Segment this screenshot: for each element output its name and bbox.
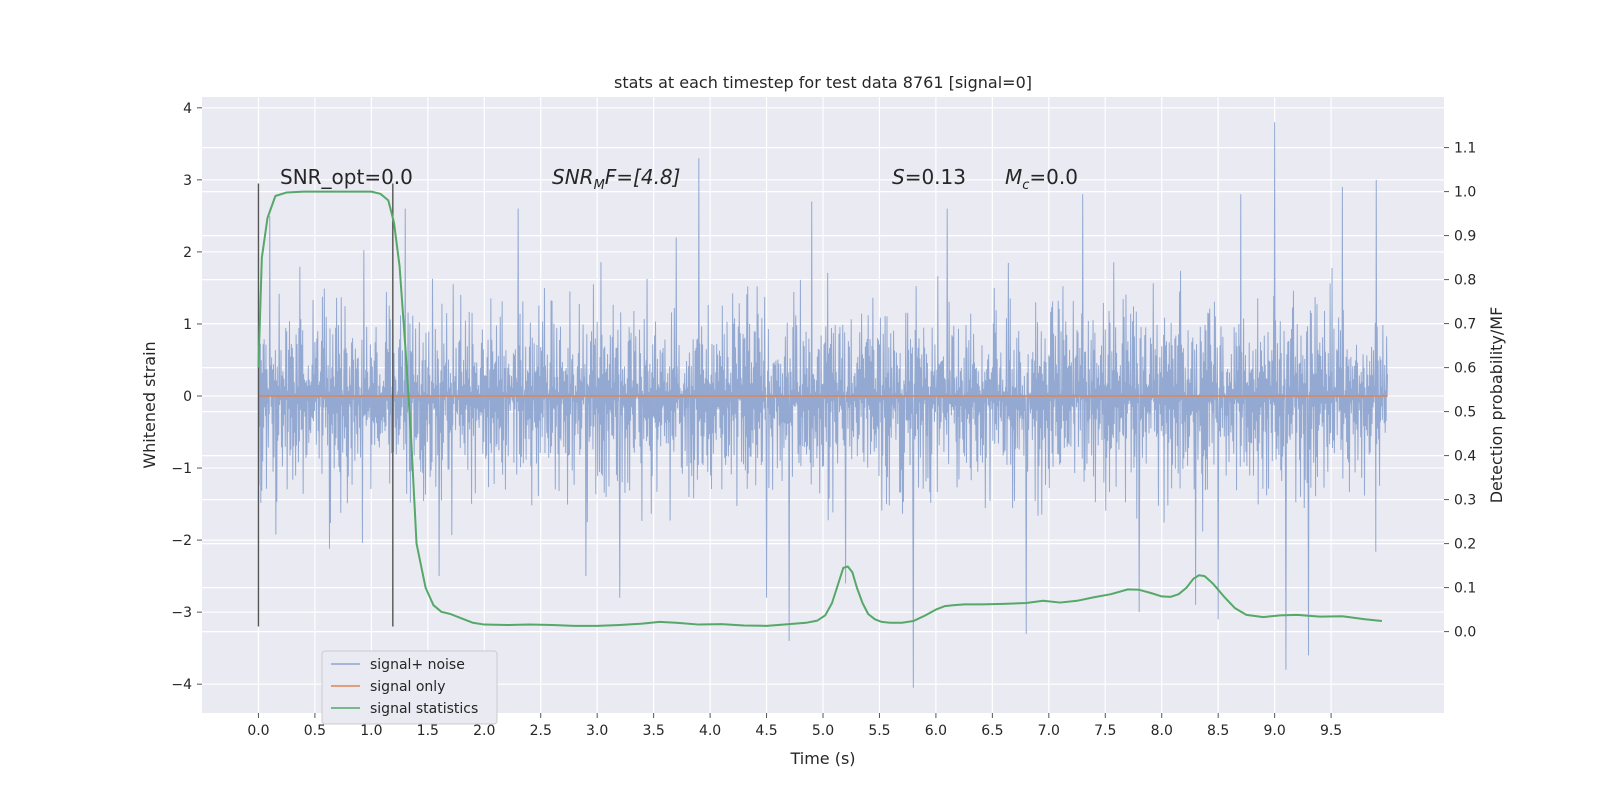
- y2-tick-label: 0.3: [1454, 493, 1476, 509]
- legend-box: [321, 650, 498, 725]
- x-axis-label: Time (s): [789, 749, 855, 768]
- annotation-snr-mf-sub: M: [594, 178, 605, 193]
- x-tick-label: 7.5: [1094, 723, 1116, 739]
- y2-tick-label: 0.1: [1454, 581, 1476, 597]
- x-tick-label: 3.0: [586, 723, 608, 739]
- x-tick-label: 7.0: [1038, 723, 1060, 739]
- y-tick-label: 2: [183, 245, 192, 261]
- x-tick-label: 8.0: [1151, 723, 1173, 739]
- y-tick-label: 1: [183, 317, 192, 333]
- annotation-mc-var: M: [1005, 165, 1022, 189]
- y2-axis-label: Detection probability/MF: [1487, 307, 1506, 504]
- annotation-s-var: S: [892, 165, 905, 189]
- x-tick-label: 1.0: [360, 723, 382, 739]
- legend-label-signal-noise: signal+ noise: [370, 657, 465, 673]
- y2-tick-label: 1.1: [1454, 141, 1476, 157]
- chart-title: stats at each timestep for test data 876…: [614, 73, 1032, 92]
- y2-tick-label: 0.9: [1454, 229, 1476, 245]
- annotation-snr-mf-suffix: F=[4.8]: [605, 165, 681, 189]
- x-tick-label: 4.5: [755, 723, 777, 739]
- x-tick-label: 2.0: [473, 723, 495, 739]
- annotation-snr-mf: SNRMF=[4.8]: [552, 165, 680, 193]
- y2-tick-label: 0.8: [1454, 273, 1476, 289]
- y-tick-label: 3: [183, 173, 192, 189]
- y-tick-label: 0: [183, 389, 192, 405]
- annotation-mc-value: =0.0: [1029, 165, 1078, 189]
- y-tick-label: −2: [171, 533, 192, 549]
- x-tick-label: 3.5: [643, 723, 665, 739]
- x-tick-label: 6.5: [981, 723, 1003, 739]
- y-tick-label: −1: [171, 461, 192, 477]
- x-tick-label: 5.5: [868, 723, 890, 739]
- x-tick-label: 4.0: [699, 723, 721, 739]
- annotation-snr-opt: SNR_opt=0.0: [280, 165, 413, 189]
- y2-tick-label: 0.7: [1454, 317, 1476, 333]
- y2-tick-label: 1.0: [1454, 185, 1476, 201]
- x-tick-label: 0.5: [304, 723, 326, 739]
- y2-tick-label: 0.4: [1454, 449, 1476, 465]
- legend-label-signal-statistics: signal statistics: [370, 701, 478, 717]
- x-tick-label: 2.5: [530, 723, 552, 739]
- series-line-signal-noise: [257, 122, 1389, 688]
- series-signal-statistics: [257, 190, 1383, 627]
- series-line-signal-statistics: [257, 190, 1383, 627]
- y-tick-label: 4: [183, 101, 192, 117]
- y-tick-label: −4: [171, 677, 192, 693]
- x-tick-label: 0.0: [247, 723, 269, 739]
- x-tick-label: 9.5: [1320, 723, 1342, 739]
- x-tick-label: 1.5: [417, 723, 439, 739]
- x-tick-label: 6.0: [925, 723, 947, 739]
- y2-tick-label: 0.6: [1454, 361, 1476, 377]
- y-tick-label: −3: [171, 605, 192, 621]
- annotation-mc: Mc=0.0: [1005, 165, 1078, 193]
- annotation-snr-mf-prefix: SNR: [552, 165, 594, 189]
- axes: 0.0 0.5 1.0 1.5 2.0 2.5 3.0 3.5 4.0 4.5 5.0 5.5 6.0 6…: [171, 101, 1476, 739]
- x-tick-label: 5.0: [812, 723, 834, 739]
- legend-label-signal-only: signal only: [370, 679, 445, 695]
- y-axis-label: Whitened strain: [140, 341, 159, 468]
- x-tick-label: 9.0: [1264, 723, 1286, 739]
- legend: signal+ noise signal only signal statist…: [321, 650, 498, 725]
- marker-lines: [257, 183, 394, 627]
- series-signal-noise: [257, 122, 1389, 688]
- x-tick-label: 8.5: [1207, 723, 1229, 739]
- annotation-mc-sub: c: [1022, 178, 1029, 193]
- y2-tick-label: 0.2: [1454, 537, 1476, 553]
- annotation-s-value: =0.13: [905, 165, 966, 189]
- y2-tick-label: 0.5: [1454, 405, 1476, 421]
- y2-tick-label: 0.0: [1454, 625, 1476, 641]
- annotation-s: S=0.13: [892, 165, 966, 189]
